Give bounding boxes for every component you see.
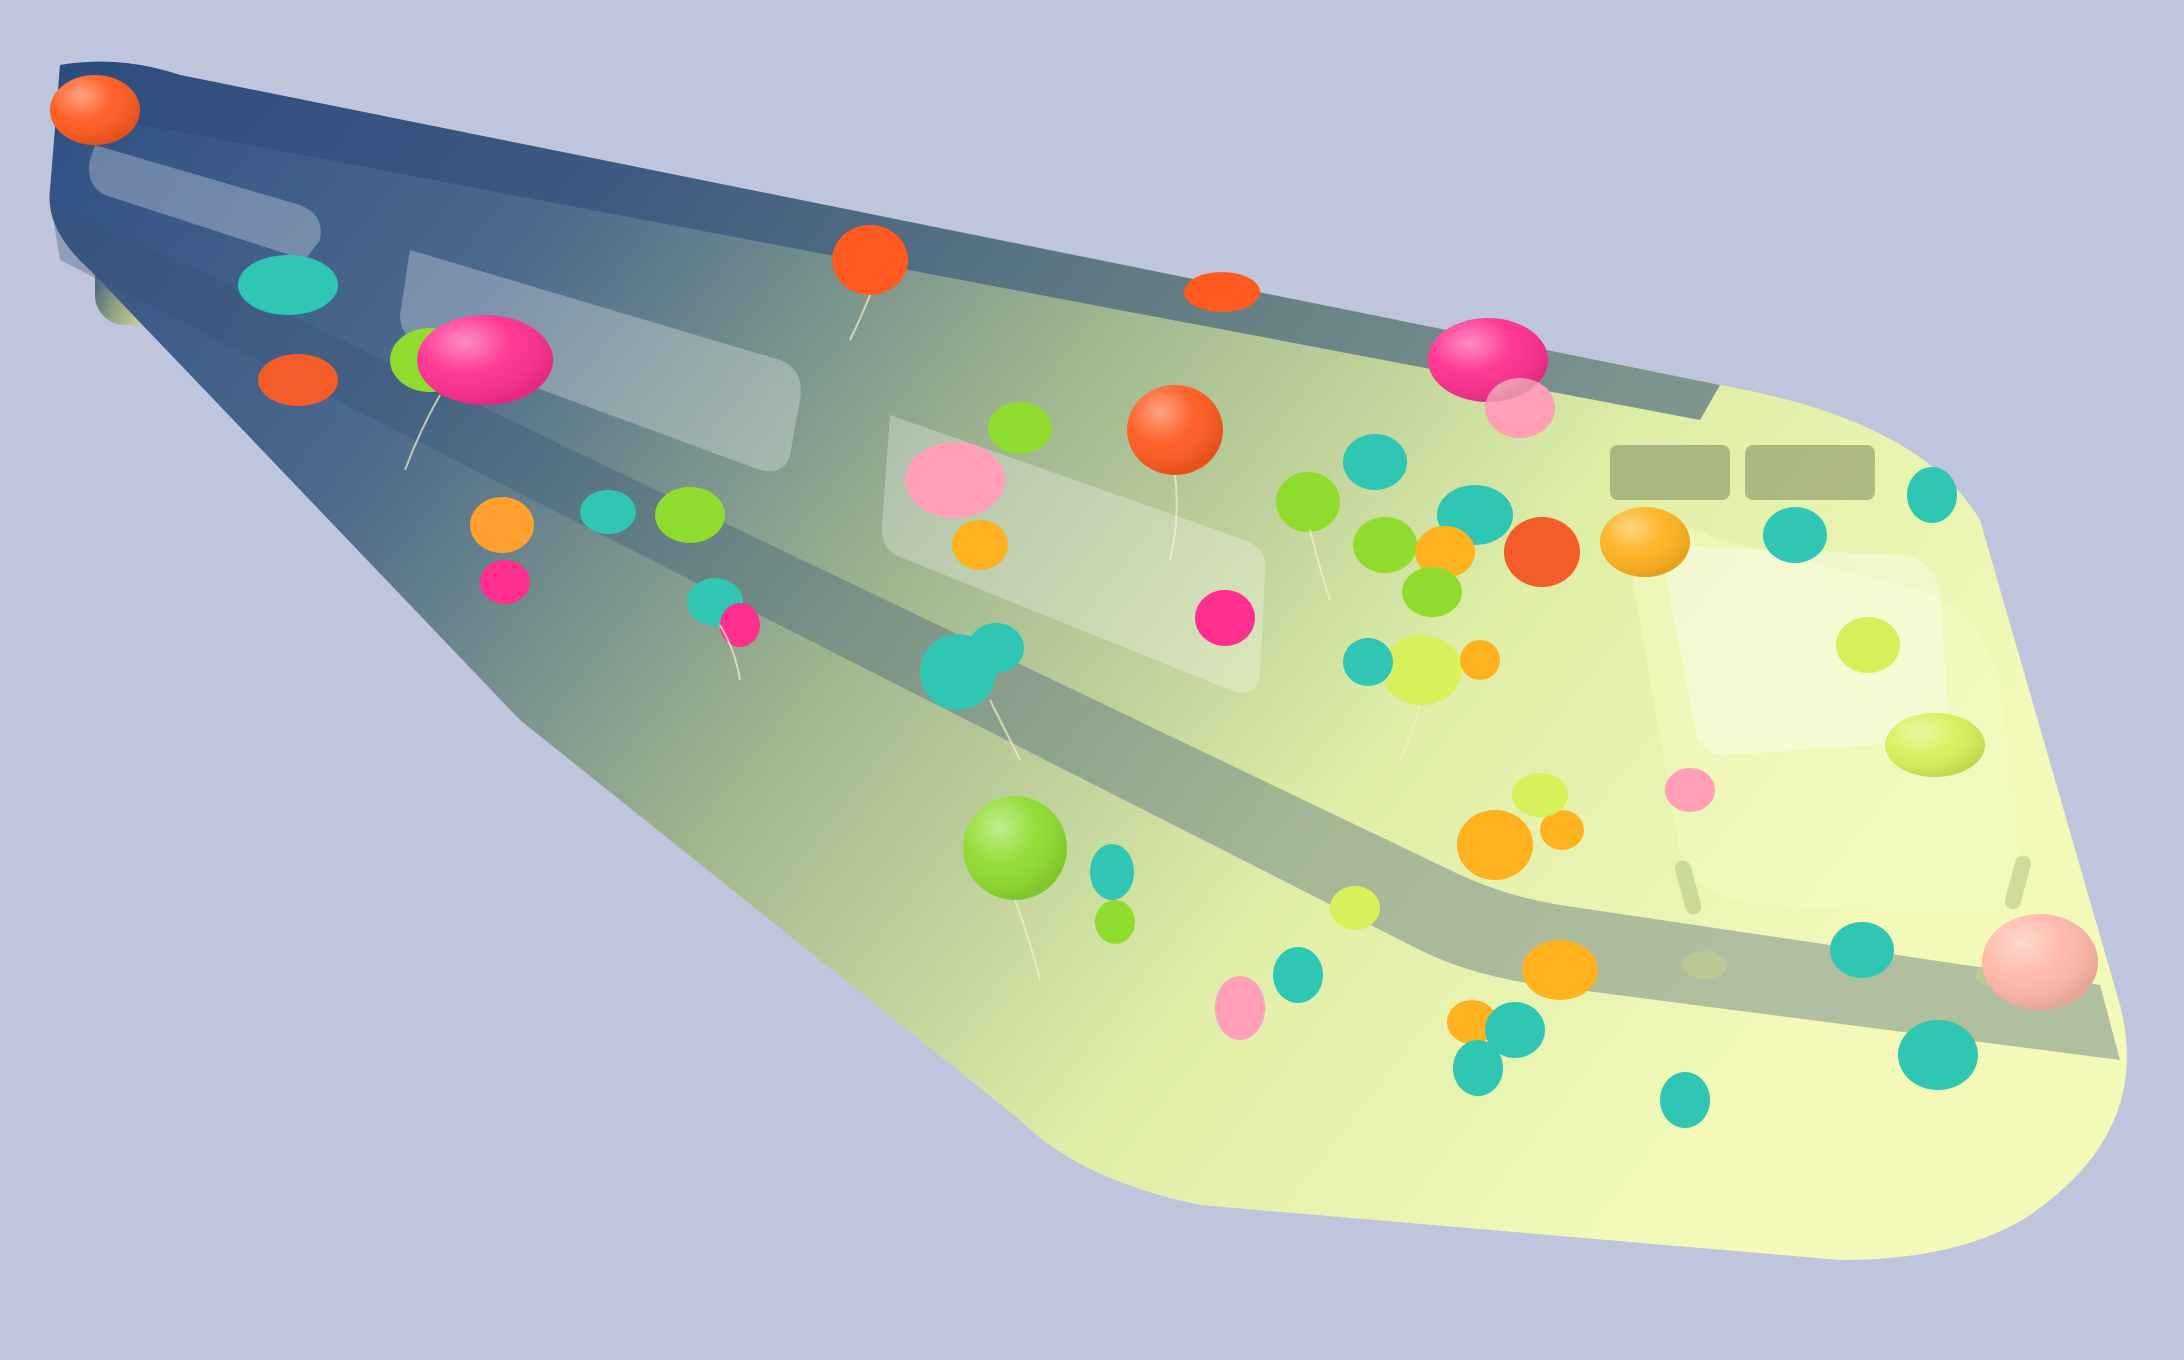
balloon: [1453, 1040, 1503, 1096]
balloon: [1836, 617, 1900, 673]
balloon: [1415, 526, 1475, 578]
balloon: [655, 487, 725, 543]
balloon: [1447, 1000, 1497, 1044]
balloon: [1763, 507, 1827, 563]
balloon: [1353, 517, 1417, 573]
balloon: [1273, 947, 1323, 1003]
balloon: [470, 497, 534, 553]
balloon: [1195, 590, 1255, 646]
balloon-highlights: [50, 75, 2098, 1010]
balloon: [1540, 810, 1584, 850]
balloon: [1090, 844, 1134, 900]
balloon: [1830, 922, 1894, 978]
balloon: [905, 442, 1005, 518]
balloon: [1457, 810, 1533, 880]
balloon: [1907, 467, 1957, 523]
balloon: [1485, 1002, 1545, 1058]
balloon: [1343, 638, 1393, 686]
balloon: [1522, 940, 1598, 1000]
balloon-strings: [404, 294, 1421, 981]
balloon: [480, 560, 530, 604]
train-skirt: [50, 200, 2120, 1060]
balloon: [1343, 434, 1407, 490]
balloon: [1898, 1020, 1978, 1090]
balloon: [1665, 768, 1715, 812]
balloon: [1460, 640, 1500, 680]
balloon: [1215, 976, 1265, 1040]
balloon: [1330, 886, 1380, 930]
balloon: [238, 255, 338, 315]
balloon: [952, 520, 1008, 570]
balloon: [1402, 567, 1462, 617]
balloon: [1660, 1072, 1710, 1128]
balloon: [720, 603, 760, 647]
balloon: [1382, 635, 1462, 705]
balloon: [1512, 773, 1568, 817]
train-windshield: [1660, 545, 1950, 755]
balloon: [1504, 517, 1580, 587]
balloon: [258, 354, 338, 406]
balloon: [1184, 272, 1260, 312]
train-cab-front: [1620, 510, 2020, 915]
train-roof-vents: [1610, 445, 1875, 500]
balloon: [832, 225, 908, 295]
balloon: [580, 490, 636, 534]
balloon: [1095, 900, 1135, 944]
balloon: [988, 402, 1052, 454]
balloon: [968, 623, 1024, 673]
balloon: [1276, 472, 1340, 532]
train-body: [49, 61, 2127, 1261]
